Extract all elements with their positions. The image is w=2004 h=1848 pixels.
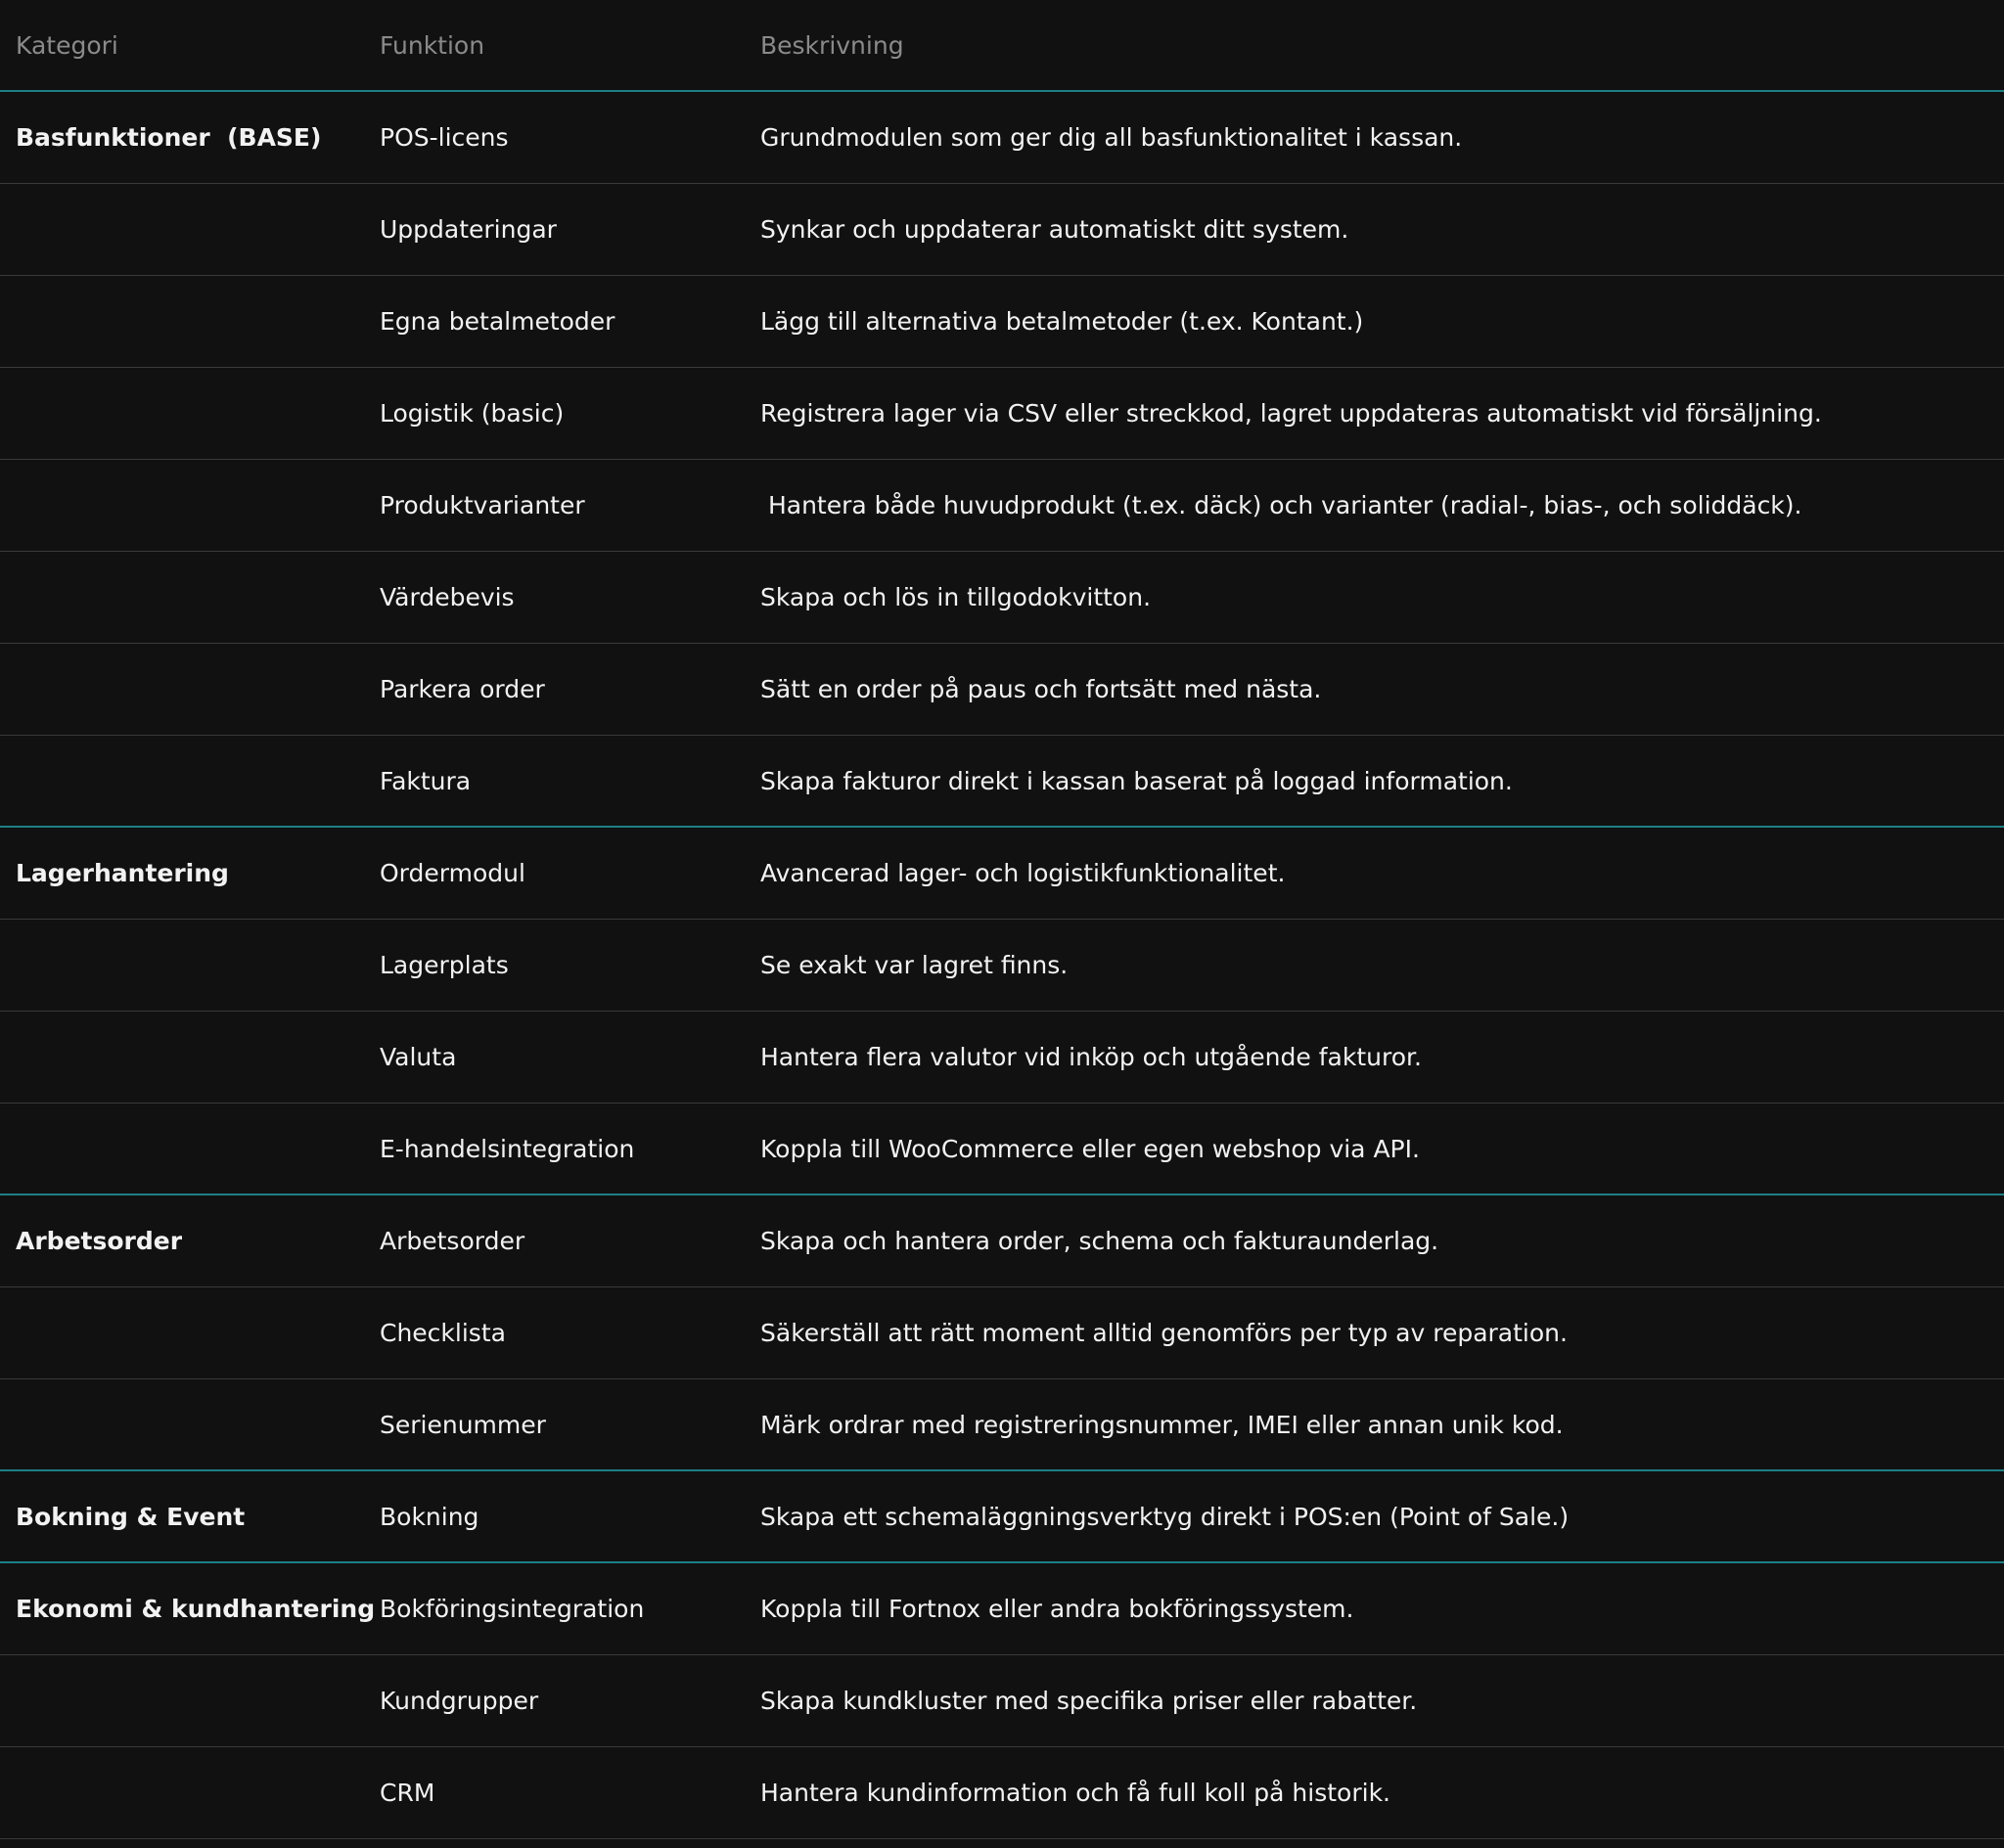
table-row: Faktura Skapa fakturor direkt i kassan ba…	[0, 736, 2004, 828]
description-cell: Registrera lager via CSV eller streckkod…	[760, 399, 1822, 428]
table-row: Basfunktioner (BASE) POS-licens Grundmodul…	[0, 92, 2004, 184]
description-cell: Synkar och uppdaterar automatiskt ditt s…	[760, 215, 1349, 244]
description-cell: Sätt en order på paus och fortsätt med n…	[760, 675, 1322, 703]
function-cell: E-handelsintegration	[380, 1134, 635, 1163]
table-row: E-handelsintegration Koppla till WooComme…	[0, 1104, 2004, 1195]
category-cell: Ekonomi & kundhantering	[16, 1595, 376, 1623]
description-cell: Hantera både huvudprodukt (t.ex. däck) o…	[760, 491, 1802, 519]
function-cell: Checklista	[380, 1319, 506, 1347]
category-cell: Arbetsorder	[16, 1227, 183, 1255]
function-cell: Kundgrupper	[380, 1687, 539, 1715]
description-cell: Säkerställ att rätt moment alltid genomf…	[760, 1319, 1568, 1347]
table-row: Valuta Hantera flera valutor vid inköp oc…	[0, 1012, 2004, 1104]
description-cell: Grundmodulen som ger dig all basfunktion…	[760, 123, 1463, 152]
table-body: Basfunktioner (BASE) POS-licens Grundmodul…	[0, 92, 2004, 1839]
function-cell: Valuta	[380, 1043, 457, 1071]
description-cell: Skapa ett schemaläggningsverktyg direkt …	[760, 1502, 1570, 1531]
function-cell: Logistik (basic)	[380, 399, 565, 428]
category-cell: Bokning & Event	[16, 1502, 246, 1531]
header-description: Beskrivning	[760, 30, 904, 60]
function-cell: Serienummer	[380, 1410, 546, 1439]
table-row: Lagerhantering Ordermodul Avancerad lager-…	[0, 828, 2004, 920]
table-row: Ekonomi & kundhantering Bokföringsintegra…	[0, 1563, 2004, 1655]
description-cell: Hantera kundinformation och få full koll…	[760, 1779, 1390, 1807]
table-row: Lagerplats Se exakt var lagret finns.	[0, 920, 2004, 1012]
table-row: Checklista Säkerställ att rätt moment all…	[0, 1287, 2004, 1379]
function-cell: Faktura	[380, 766, 472, 795]
function-cell: Bokföringsintegration	[380, 1595, 645, 1623]
table-row: Kundgrupper Skapa kundkluster med specifi…	[0, 1655, 2004, 1747]
function-cell: Värdebevis	[380, 583, 515, 611]
description-cell: Koppla till Fortnox eller andra bokförin…	[760, 1595, 1354, 1623]
description-cell: Skapa kundkluster med specifika priser e…	[760, 1687, 1418, 1715]
table-row: Arbetsorder Arbetsorder Skapa och hantera …	[0, 1195, 2004, 1287]
table-row: Värdebevis Skapa och lös in tillgodokvitt…	[0, 552, 2004, 644]
description-cell: Märk ordrar med registreringsnummer, IME…	[760, 1410, 1564, 1439]
description-cell: Se exakt var lagret finns.	[760, 951, 1069, 979]
table-row: Bokning & Event Bokning Skapa ett schemalä…	[0, 1471, 2004, 1563]
table-row: Parkera order Sätt en order på paus och f…	[0, 644, 2004, 736]
category-cell: Lagerhantering	[16, 859, 229, 887]
table-row: CRM Hantera kundinformation och få full k…	[0, 1747, 2004, 1839]
header-function: Funktion	[380, 30, 485, 60]
function-cell: Egna betalmetoder	[380, 307, 615, 336]
header-category: Kategori	[16, 30, 118, 60]
function-cell: Lagerplats	[380, 951, 509, 979]
function-cell: Bokning	[380, 1502, 479, 1531]
description-cell: Koppla till WooCommerce eller egen websh…	[760, 1134, 1420, 1163]
table-row: Produktvarianter Hantera både huvudprodu…	[0, 460, 2004, 552]
function-cell: Produktvarianter	[380, 491, 585, 519]
table-row: Egna betalmetoder Lägg till alternativa b…	[0, 276, 2004, 368]
description-cell: Hantera flera valutor vid inköp och utgå…	[760, 1043, 1422, 1071]
description-cell: Avancerad lager- och logistikfunktionali…	[760, 859, 1286, 887]
description-cell: Skapa och hantera order, schema och fakt…	[760, 1227, 1439, 1255]
description-cell: Skapa och lös in tillgodokvitton.	[760, 583, 1152, 611]
function-cell: CRM	[380, 1779, 435, 1807]
function-cell: Uppdateringar	[380, 215, 557, 244]
function-cell: Ordermodul	[380, 859, 525, 887]
function-cell: Parkera order	[380, 675, 545, 703]
description-cell: Lägg till alternativa betalmetoder (t.ex…	[760, 307, 1364, 336]
table-row: Serienummer Märk ordrar med registrerings…	[0, 1379, 2004, 1471]
function-cell: Arbetsorder	[380, 1227, 525, 1255]
category-cell: Basfunktioner (BASE)	[16, 123, 322, 152]
table-row: Logistik (basic) Registrera lager via CSV…	[0, 368, 2004, 460]
function-cell: POS-licens	[380, 123, 509, 152]
table-row: Uppdateringar Synkar och uppdaterar autom…	[0, 184, 2004, 276]
table-header: Kategori Funktion Beskrivning	[0, 0, 2004, 92]
description-cell: Skapa fakturor direkt i kassan baserat p…	[760, 766, 1513, 795]
